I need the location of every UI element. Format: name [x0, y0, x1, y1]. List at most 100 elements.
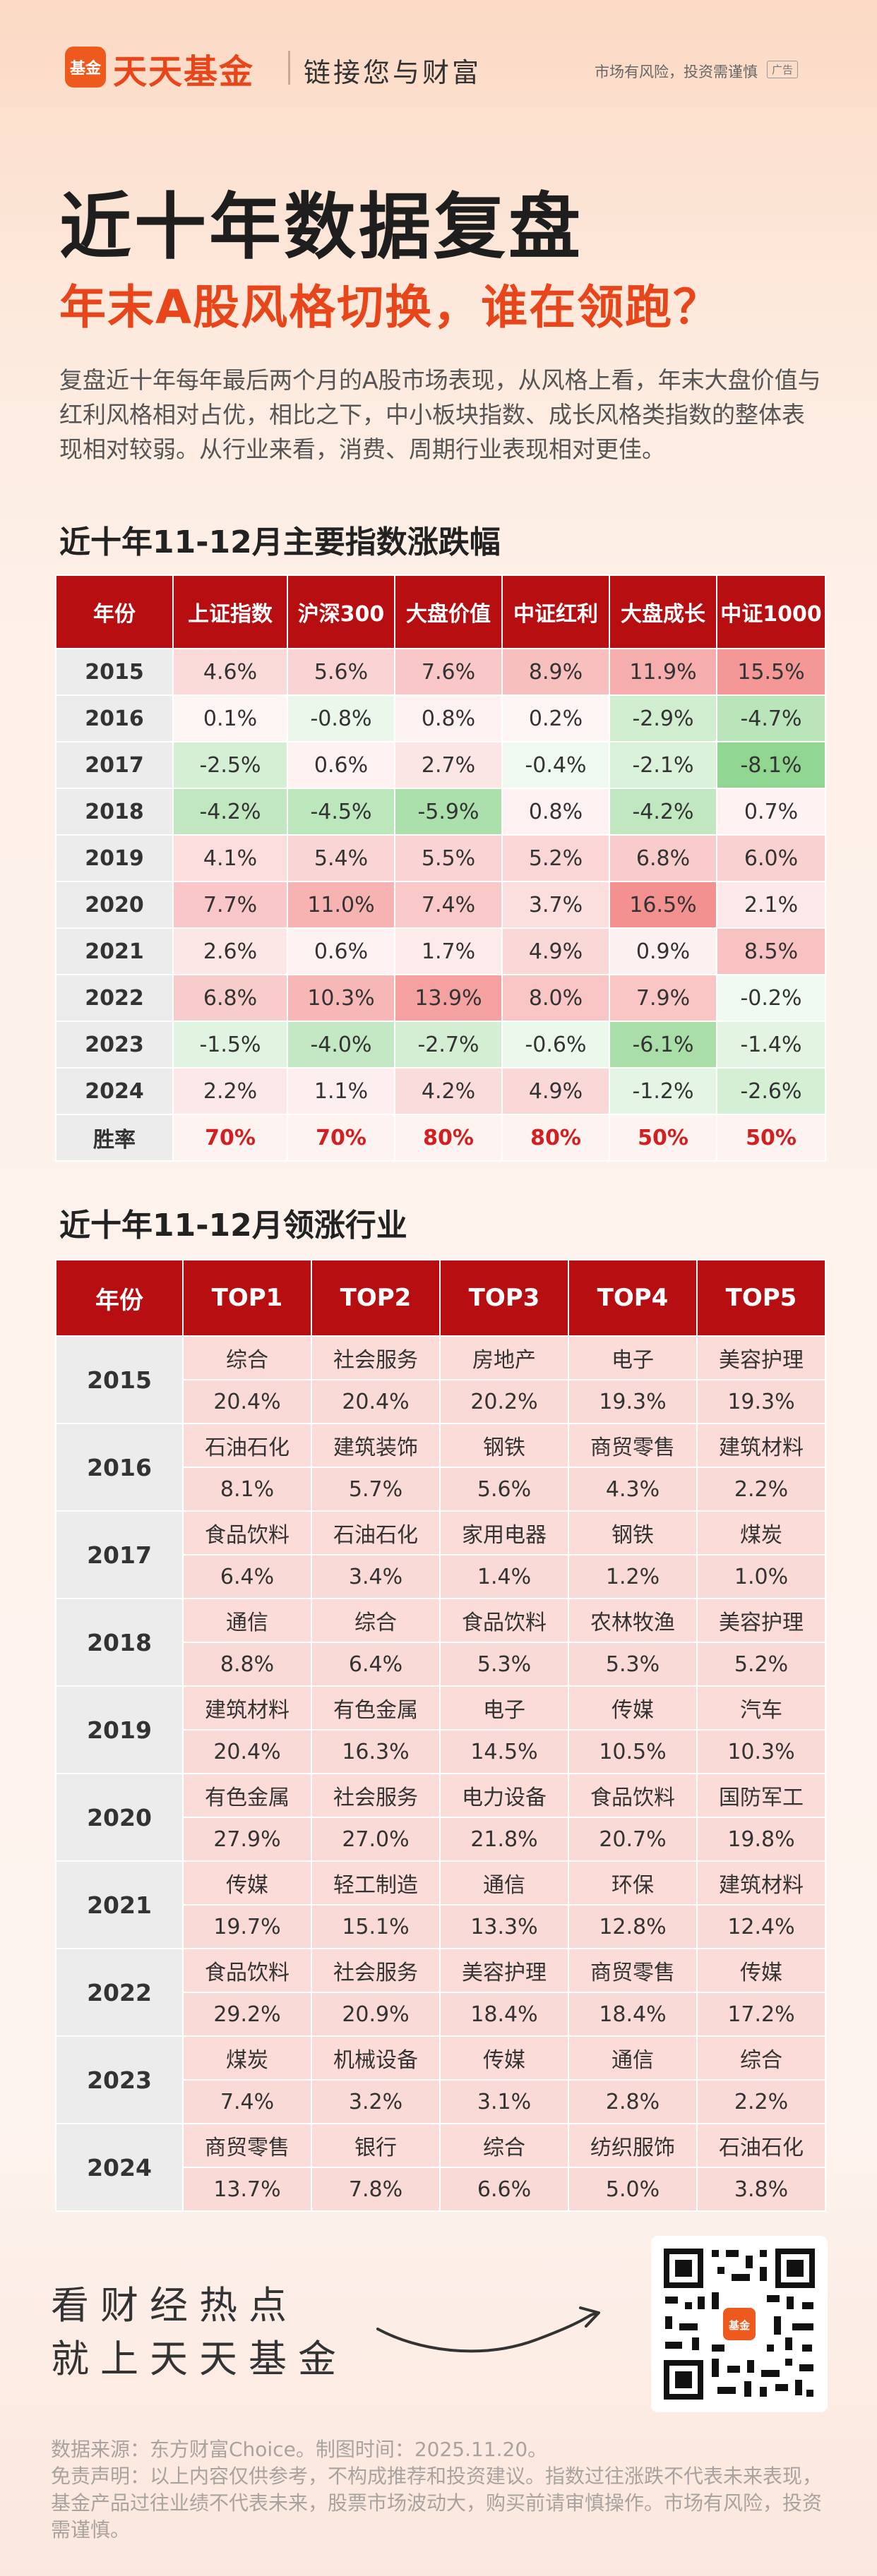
main-title: 近十年数据复盘 — [59, 186, 583, 270]
year-cell: 2023 — [55, 2035, 184, 2124]
arrow-icon — [376, 2306, 600, 2353]
qr-code[interactable]: 基金 — [651, 2236, 828, 2412]
qr-code-icon: 基金 — [661, 2246, 818, 2402]
year-cell: 2020 — [55, 881, 174, 929]
industry-return-cell: 20.2% — [439, 1379, 569, 1424]
year-cell: 2017 — [55, 741, 174, 789]
industry-return-cell: 7.8% — [311, 2167, 441, 2212]
return-cell: 6.8% — [609, 834, 717, 882]
industry-return-cell: 1.4% — [439, 1554, 569, 1599]
industry-return-cell: 2.2% — [696, 2079, 826, 2124]
table-row: 2017 -2.5% 0.6% 2.7% -0.4% -2.1% -8.1% — [55, 741, 826, 789]
industry-name-cell: 食品饮料 — [568, 1773, 698, 1818]
industry-name-cell: 电子 — [568, 1335, 698, 1380]
industry-header-cell: TOP2 — [311, 1259, 441, 1337]
industry-header-cell: TOP4 — [568, 1259, 698, 1337]
industry-name-cell: 食品饮料 — [182, 1948, 312, 1993]
return-cell: 5.4% — [287, 834, 395, 882]
table-row: 8.8% 6.4% 5.3% 5.3% 5.2% — [56, 1642, 826, 1687]
industry-return-cell: 3.1% — [439, 2079, 569, 2124]
year-cell: 2021 — [55, 1860, 184, 1949]
industry-name-cell: 通信 — [568, 2035, 698, 2081]
industry-name-cell: 煤炭 — [696, 1510, 826, 1555]
industry-name-cell: 美容护理 — [439, 1948, 569, 1993]
table-row: 2019 建筑材料 有色金属 电子 传媒 汽车 — [55, 1685, 826, 1774]
return-cell: -2.1% — [609, 741, 717, 789]
industry-name-cell: 建筑材料 — [696, 1423, 826, 1468]
industry-name-cell: 传媒 — [696, 1948, 826, 1993]
industry-name-cell: 通信 — [182, 1598, 312, 1643]
return-cell: -1.4% — [716, 1021, 826, 1069]
industry-name-cell: 美容护理 — [696, 1335, 826, 1380]
table-row: 7.4% 3.2% 3.1% 2.8% 2.2% — [56, 2079, 826, 2124]
industry-header-cell: TOP5 — [696, 1259, 826, 1337]
return-cell: -2.9% — [609, 694, 717, 742]
industry-return-cell: 19.3% — [568, 1379, 698, 1424]
data-source: 数据来源：东方财富Choice。制图时间：2025.11.20。 — [51, 2438, 548, 2461]
return-cell: 2.7% — [394, 741, 503, 789]
industry-name-cell: 商贸零售 — [568, 1423, 698, 1468]
industry-name-cell: 石油石化 — [182, 1423, 312, 1468]
win-rate-cell: 70% — [172, 1114, 288, 1162]
industry-name-cell: 煤炭 — [182, 2035, 312, 2081]
table-row: 2015 综合 社会服务 房地产 电子 美容护理 — [55, 1335, 826, 1424]
year-cell: 2018 — [55, 788, 174, 836]
industry-name-cell: 环保 — [568, 1860, 698, 1906]
industry-name-cell: 食品饮料 — [182, 1510, 312, 1555]
table-row: 2017 食品饮料 石油石化 家用电器 钢铁 煤炭 — [55, 1510, 826, 1599]
industry-return-cell: 1.2% — [568, 1554, 698, 1599]
industry-table-header: 年份 TOP1 TOP2 TOP3 TOP4 TOP5 — [55, 1259, 826, 1337]
industry-return-cell: 19.8% — [696, 1817, 826, 1862]
industry-name-cell: 建筑材料 — [696, 1860, 826, 1906]
intro-paragraph: 复盘近十年每年最后两个月的A股市场表现，从风格上看，年末大盘价值与红利风格相对占… — [59, 366, 821, 463]
industry-return-cell: 13.3% — [439, 1904, 569, 1949]
industry-name-cell: 纺织服饰 — [568, 2123, 698, 2168]
industry-name-cell: 社会服务 — [311, 1773, 441, 1818]
index-header-cell: 中证1000 — [716, 574, 826, 649]
return-cell: -4.0% — [287, 1021, 395, 1069]
year-cell: 2022 — [55, 974, 174, 1022]
footer-notes: 数据来源：东方财富Choice。制图时间：2025.11.20。 免责声明：以上… — [51, 2436, 828, 2544]
return-cell: 13.9% — [394, 974, 503, 1022]
index-header-cell: 大盘价值 — [394, 574, 503, 649]
win-rate-cell: 70% — [287, 1114, 395, 1162]
table-row: 20.4% 16.3% 14.5% 10.5% 10.3% — [56, 1729, 826, 1774]
industry-name-cell: 电子 — [439, 1685, 569, 1731]
return-cell: 1.1% — [287, 1067, 395, 1115]
section-title-industries: 近十年11-12月领涨行业 — [59, 1208, 407, 1244]
industry-return-cell: 7.4% — [182, 2079, 312, 2124]
win-rate-row: 胜率 70% 70% 80% 80% 50% 50% — [55, 1114, 826, 1162]
table-row: 20.4% 20.4% 20.2% 19.3% 19.3% — [56, 1379, 826, 1424]
industry-return-cell: 29.2% — [182, 1992, 312, 2037]
index-header-cell: 年份 — [55, 574, 174, 649]
industry-name-cell: 综合 — [311, 1598, 441, 1643]
industry-return-cell: 6.4% — [311, 1642, 441, 1687]
year-cell: 2019 — [55, 834, 174, 882]
industry-return-cell: 5.3% — [568, 1642, 698, 1687]
table-row: 6.4% 3.4% 1.4% 1.2% 1.0% — [56, 1554, 826, 1599]
year-cell: 2021 — [55, 927, 174, 975]
industry-return-cell: 20.4% — [311, 1379, 441, 1424]
industry-return-cell: 15.1% — [311, 1904, 441, 1949]
industry-return-cell: 21.8% — [439, 1817, 569, 1862]
industry-return-cell: 6.4% — [182, 1554, 312, 1599]
return-cell: 0.1% — [172, 694, 288, 742]
industry-return-cell: 8.8% — [182, 1642, 312, 1687]
return-cell: 4.6% — [172, 648, 288, 696]
year-cell: 2024 — [55, 2123, 184, 2212]
return-cell: 8.5% — [716, 927, 826, 975]
return-cell: -2.5% — [172, 741, 288, 789]
return-cell: 7.4% — [394, 881, 503, 929]
win-rate-label: 胜率 — [55, 1114, 174, 1162]
industry-return-cell: 8.1% — [182, 1467, 312, 1512]
industry-return-cell: 2.2% — [696, 1467, 826, 1512]
industry-name-cell: 综合 — [439, 2123, 569, 2168]
index-header-cell: 沪深300 — [287, 574, 395, 649]
footer-slogan-line2: 就上天天基金 — [51, 2337, 347, 2381]
section-title-indices: 近十年11-12月主要指数涨跌幅 — [59, 524, 501, 560]
return-cell: 0.9% — [609, 927, 717, 975]
industry-return-cell: 6.6% — [439, 2167, 569, 2212]
leading-industries-table: 年份 TOP1 TOP2 TOP3 TOP4 TOP5 2015 综合 社会服务 房地产 电子 美容… — [55, 1259, 826, 2212]
industry-name-cell: 钢铁 — [568, 1510, 698, 1555]
